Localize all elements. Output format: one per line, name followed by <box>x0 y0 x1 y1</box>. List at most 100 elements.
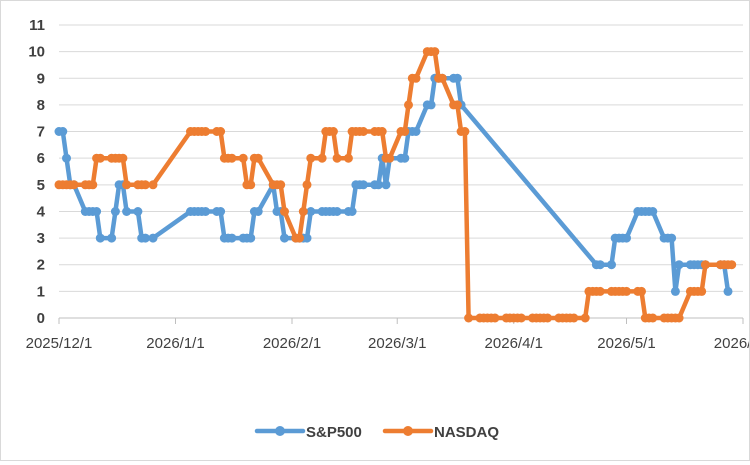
data-point-sp500 <box>607 260 616 270</box>
data-point-nasdaq <box>88 180 98 190</box>
data-point-sp500 <box>201 207 211 216</box>
data-point-sp500 <box>374 180 383 190</box>
y-tick-label: 3 <box>37 230 45 247</box>
data-point-nasdaq <box>464 313 474 323</box>
legend-label-sp500: S&P500 <box>306 424 362 441</box>
data-point-nasdaq <box>328 127 338 136</box>
data-point-sp500 <box>253 207 263 216</box>
data-point-sp500 <box>670 286 680 296</box>
y-tick-label: 6 <box>37 150 45 167</box>
data-point-nasdaq <box>460 127 470 136</box>
x-tick-label: 2026/6/1 <box>714 335 749 352</box>
y-tick-label: 11 <box>29 17 45 34</box>
data-point-nasdaq <box>727 260 737 270</box>
data-point-nasdaq <box>317 153 327 163</box>
data-point-sp500 <box>400 153 410 163</box>
data-point-nasdaq <box>580 313 590 323</box>
data-point-nasdaq <box>516 313 526 323</box>
data-point-sp500 <box>122 207 132 216</box>
data-point-sp500 <box>622 233 631 243</box>
y-tick-label: 8 <box>37 97 45 114</box>
data-point-sp500 <box>452 73 462 83</box>
series-nasdaq <box>54 47 737 323</box>
data-point-nasdaq <box>452 100 462 110</box>
y-tick-label: 4 <box>37 203 46 220</box>
y-tick-label: 5 <box>37 177 45 194</box>
series-lines <box>54 47 737 323</box>
data-point-nasdaq <box>700 260 710 270</box>
data-point-sp500 <box>381 180 391 190</box>
y-tick-label: 10 <box>28 44 45 61</box>
data-point-nasdaq <box>385 153 395 163</box>
data-point-sp500 <box>216 207 226 216</box>
data-point-sp500 <box>148 233 158 243</box>
data-point-nasdaq <box>358 127 368 136</box>
data-point-nasdaq <box>118 153 128 163</box>
data-point-nasdaq <box>437 73 447 83</box>
x-tick-label: 2026/4/1 <box>485 335 543 352</box>
data-point-sp500 <box>58 127 68 136</box>
data-point-nasdaq <box>253 153 263 163</box>
x-axis: 2025/12/1 2026/1/1 2026/2/1 2026/3/1 2026/4/… <box>26 317 750 352</box>
y-tick-label: 2 <box>37 257 45 274</box>
data-point-sp500 <box>648 207 658 216</box>
data-point-sp500 <box>595 260 605 270</box>
y-tick-label: 7 <box>37 124 45 141</box>
data-point-sp500 <box>110 207 120 216</box>
data-point-nasdaq <box>216 127 226 136</box>
data-point-sp500 <box>306 207 316 216</box>
data-point-nasdaq <box>276 180 286 190</box>
data-point-nasdaq <box>69 180 79 190</box>
data-point-nasdaq <box>411 73 421 83</box>
x-tick-label: 2026/5/1 <box>597 335 655 352</box>
data-point-nasdaq <box>648 313 658 323</box>
data-point-nasdaq <box>306 153 316 163</box>
legend-swatch-marker-nasdaq <box>403 426 413 436</box>
data-point-sp500 <box>140 233 150 243</box>
data-point-sp500 <box>246 233 256 243</box>
data-point-nasdaq <box>595 286 605 296</box>
data-point-sp500 <box>411 127 421 136</box>
legend: S&P500 NASDAQ <box>254 424 499 441</box>
data-point-sp500 <box>280 233 289 243</box>
data-point-nasdaq <box>343 153 353 163</box>
data-point-nasdaq <box>140 180 150 190</box>
data-point-nasdaq <box>295 233 304 243</box>
x-tick-label: 2026/3/1 <box>368 335 426 352</box>
x-tick-label: 2026/1/1 <box>146 335 204 352</box>
data-point-sp500 <box>92 207 102 216</box>
y-tick-label: 0 <box>37 310 45 327</box>
x-tick-label: 2025/12/1 <box>26 335 93 352</box>
x-tick-label: 2026/2/1 <box>263 335 321 352</box>
data-point-sp500 <box>723 286 733 296</box>
data-point-nasdaq <box>400 127 410 136</box>
legend-label-nasdaq: NASDAQ <box>434 424 499 441</box>
data-point-sp500 <box>358 180 368 190</box>
data-point-nasdaq <box>697 286 707 296</box>
data-point-nasdaq <box>430 47 440 57</box>
data-point-nasdaq <box>238 153 248 163</box>
data-point-nasdaq <box>543 313 553 323</box>
legend-swatch-marker-sp500 <box>275 426 285 436</box>
data-point-nasdaq <box>280 207 289 216</box>
data-point-sp500 <box>332 207 342 216</box>
data-point-sp500 <box>674 260 684 270</box>
y-tick-label: 1 <box>37 283 45 300</box>
data-point-nasdaq <box>148 180 158 190</box>
data-point-nasdaq <box>490 313 500 323</box>
data-point-nasdaq <box>201 127 211 136</box>
data-point-nasdaq <box>332 153 342 163</box>
data-point-sp500 <box>667 233 677 243</box>
data-point-nasdaq <box>674 313 684 323</box>
data-point-sp500 <box>426 100 436 110</box>
data-point-sp500 <box>347 207 357 216</box>
data-point-sp500 <box>107 233 117 243</box>
data-point-nasdaq <box>377 127 387 136</box>
data-point-nasdaq <box>298 207 308 216</box>
legend-entry-nasdaq: NASDAQ <box>382 424 499 441</box>
data-point-nasdaq <box>122 180 132 190</box>
y-tick-label: 9 <box>37 70 45 87</box>
data-point-nasdaq <box>302 180 312 190</box>
